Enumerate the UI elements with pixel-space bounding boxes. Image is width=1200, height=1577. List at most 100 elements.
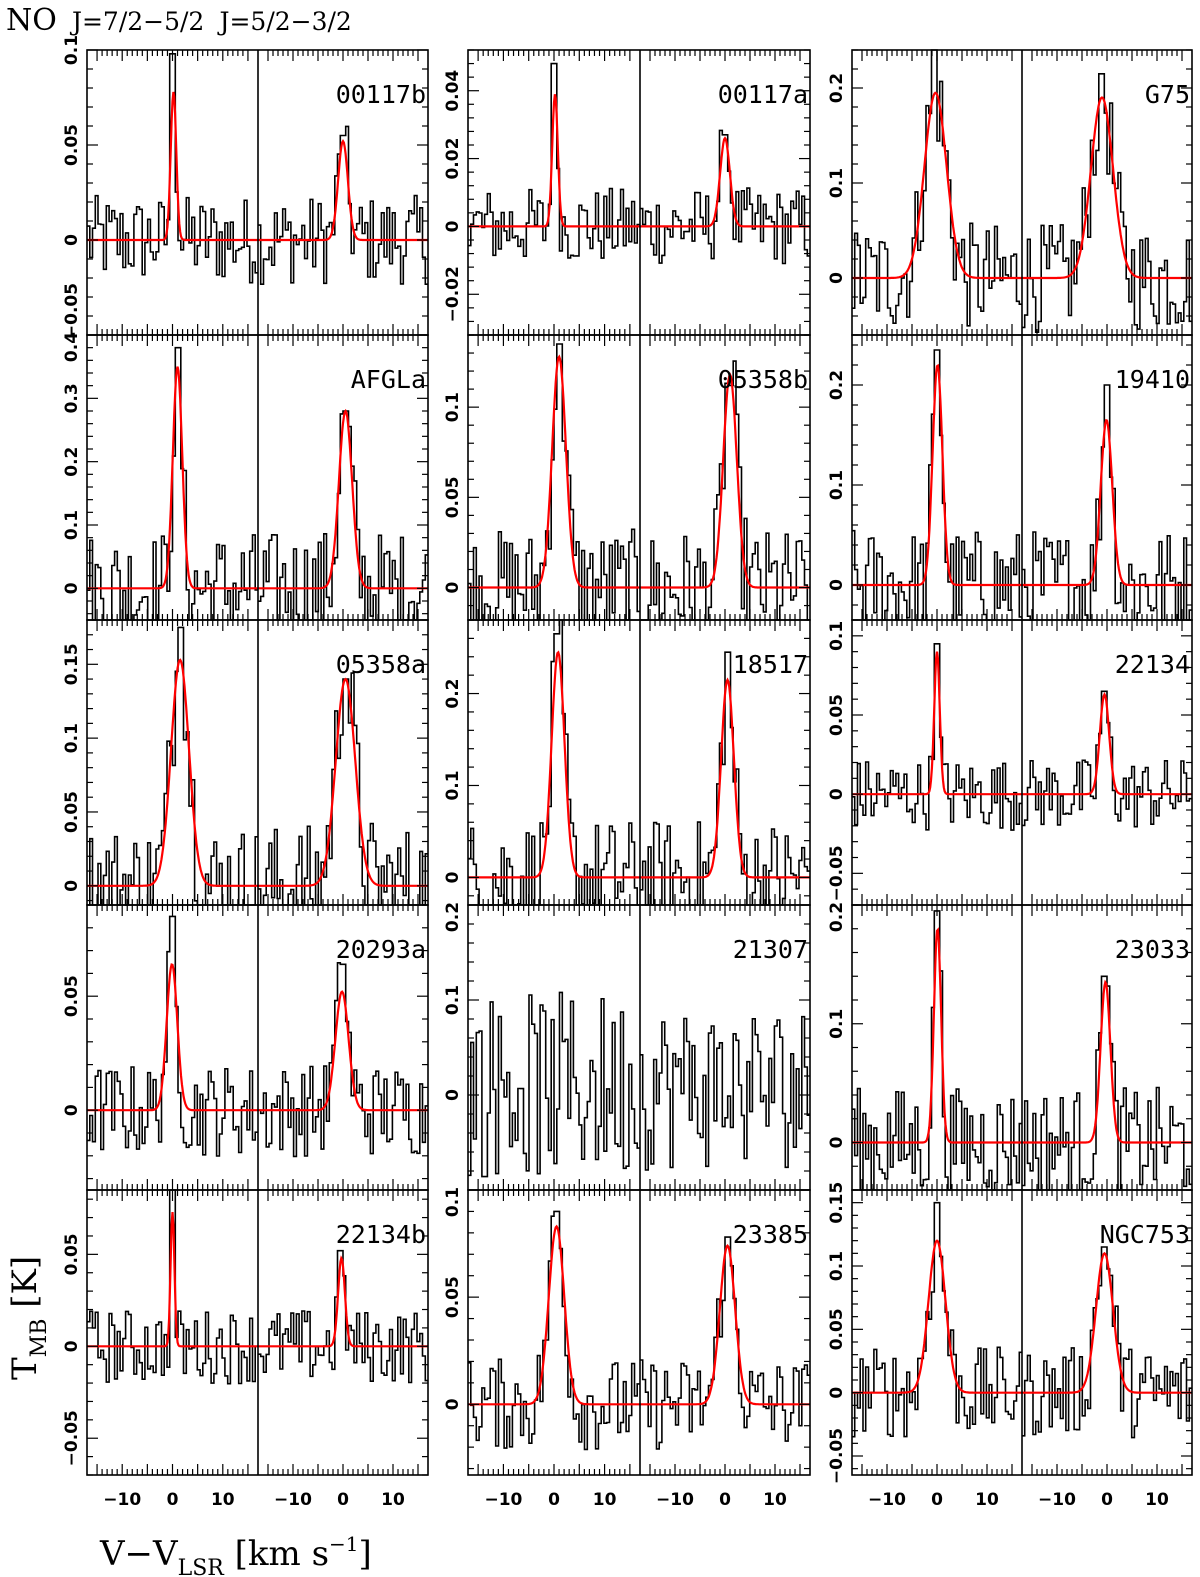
spectrum-histogram	[468, 1210, 640, 1451]
source-label: 05358a	[336, 650, 426, 679]
source-label: 21307	[733, 935, 808, 964]
spectrum-histogram	[852, 1201, 1022, 1438]
spectrum-panel-05358b: 0 0.05 0.1 05358b	[443, 334, 811, 621]
y-tick-label: 0.05	[443, 476, 463, 518]
y-tick-label: 0.05	[443, 1276, 463, 1318]
y-tick-label: 0.2	[443, 678, 463, 708]
gaussian-fit-line	[258, 990, 428, 1112]
y-tick-label: 0.05	[827, 1308, 847, 1350]
gaussian-fit-line	[640, 677, 810, 879]
y-axis-label: TMB [K]	[5, 1256, 52, 1380]
gaussian-fit-line	[258, 408, 428, 590]
spectrum-panel-22134: −0.05 0 0.05 0.1 22134	[827, 619, 1193, 906]
y-tick-label: 0.1	[62, 510, 82, 540]
y-tick-label: 0	[62, 880, 82, 892]
gaussian-fit-line	[87, 1212, 258, 1348]
x-tick-label: 10	[975, 1490, 999, 1510]
y-tick-label: 0.02	[443, 138, 463, 180]
y-tick-label-top: 0.2	[827, 902, 847, 932]
figure-title: NO J=7/2−5/2 J=5/2−3/2	[6, 3, 352, 38]
transition-2-label: J=5/2−3/2	[216, 7, 351, 36]
x-axis-label: V−VLSR [km s−1]	[99, 1532, 372, 1577]
gaussian-fit-line	[87, 658, 258, 887]
spectrum-histogram	[468, 619, 640, 906]
gaussian-fit-line	[258, 677, 428, 887]
subpanel-j52-32	[258, 962, 428, 1158]
gaussian-fit-line	[1022, 418, 1192, 587]
source-label: 22134b	[336, 1220, 426, 1249]
y-tick-label: 0	[443, 581, 463, 593]
source-label: 23385	[733, 1220, 808, 1249]
y-tick-label: 0	[443, 1089, 463, 1101]
source-label: 19410	[1115, 365, 1190, 394]
spectrum-panel-00117a: −0.02 0 0.02 0.04 00117a	[443, 49, 811, 336]
subpanel-j52-32	[258, 408, 428, 621]
x-tick-label: −10	[274, 1490, 312, 1510]
y-tick-label: 0	[443, 1398, 463, 1410]
y-tick-label: 0.1	[62, 35, 82, 65]
y-tick-label: 0	[827, 272, 847, 284]
subpanel-j72-52	[468, 62, 640, 259]
y-tick-label: 0.15	[827, 1182, 847, 1224]
y-tick-label: 0.1	[443, 392, 463, 422]
y-tick-label: 0.2	[62, 447, 82, 477]
y-tick-label: 0.1	[443, 985, 463, 1015]
y-tick-label: 0.05	[62, 975, 82, 1017]
spectrum-panel-18517: 0 0.1 0.2 18517	[443, 619, 811, 906]
subpanel-j52-32	[1022, 73, 1192, 333]
source-label: AFGLa	[351, 365, 426, 394]
y-tick-label: 0	[62, 234, 82, 246]
x-tick-label: 0	[337, 1490, 349, 1510]
gaussian-fit-line	[258, 1255, 428, 1348]
y-tick-label: 0	[827, 1387, 847, 1399]
x-tick-label: 10	[593, 1490, 617, 1510]
spectrum-panel-19410: 0 0.1 0.2 19410	[827, 334, 1193, 621]
spectrum-histogram	[1022, 1246, 1192, 1439]
gaussian-fit-line	[852, 91, 1022, 280]
y-tick-label: 0.1	[827, 168, 847, 198]
subpanel-j72-52	[87, 915, 258, 1157]
spectrum-panel-22134b: −0.05 0 0.05 −10 0 10 −10 0 10 22134b	[62, 1189, 429, 1510]
source-label: 05358b	[718, 365, 808, 394]
spectrum-histogram	[640, 1236, 810, 1450]
subpanel-j72-52	[852, 910, 1022, 1191]
spectrum-histogram	[1022, 975, 1192, 1191]
y-tick-label: −0.05	[827, 845, 847, 901]
subpanel-j72-52	[468, 991, 640, 1178]
source-label: 22134	[1115, 650, 1190, 679]
subpanel-j52-32	[1022, 690, 1192, 828]
y-tick-label: −0.02	[443, 266, 463, 322]
x-tick-label: 10	[211, 1490, 235, 1510]
spectrum-panel-23033: 0 0.1 0.2 23033	[827, 902, 1193, 1191]
subpanel-j52-32	[640, 129, 810, 265]
gaussian-fit-line	[468, 94, 640, 228]
y-axis-label-sub: MB	[27, 1319, 52, 1358]
x-tick-label: −10	[868, 1490, 906, 1510]
spectrum-histogram	[640, 360, 810, 621]
y-tick-label-bottom: −0.05	[62, 283, 82, 339]
source-label: G75	[1145, 80, 1190, 109]
y-tick-label: 0.1	[827, 621, 847, 651]
y-tick-label: 0.1	[827, 1251, 847, 1281]
spectrum-panel-g75: 0 0.1 0.2 G75	[827, 49, 1193, 336]
spectrum-histogram	[468, 343, 640, 621]
x-axis-label-unit: [km s	[224, 1534, 329, 1574]
gaussian-fit-line	[640, 136, 810, 228]
spectrum-histogram	[852, 49, 1022, 327]
panel-grid: 0 0.05 0.1 −0.05 00117b −0.02 0 0.02 0.04 00117a 0…	[62, 35, 1193, 1510]
subpanel-j52-32	[258, 125, 428, 285]
gaussian-fit-line	[468, 1224, 640, 1406]
x-tick-label: −10	[484, 1490, 522, 1510]
x-tick-label: 10	[763, 1490, 787, 1510]
y-tick-label: 0.2	[827, 73, 847, 103]
gaussian-fit-line	[1022, 691, 1192, 796]
gaussian-fit-line	[1022, 1251, 1192, 1394]
subpanel-j72-52	[852, 1201, 1022, 1438]
y-tick-label: −0.05	[62, 1410, 82, 1466]
x-tick-label: −10	[1038, 1490, 1076, 1510]
gaussian-fit-line	[640, 372, 810, 589]
y-tick-label: 0.2	[827, 370, 847, 400]
spectrum-histogram	[468, 991, 640, 1178]
subpanel-j52-32	[640, 1236, 810, 1450]
